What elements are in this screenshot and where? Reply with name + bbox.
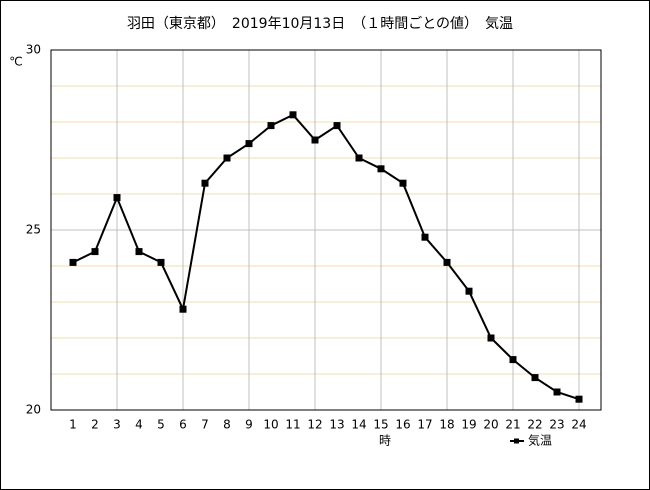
x-tick-label: 3 xyxy=(113,418,121,432)
x-tick-label: 1 xyxy=(69,418,77,432)
x-tick-label: 12 xyxy=(307,418,322,432)
point xyxy=(575,395,583,403)
point xyxy=(399,179,407,187)
point xyxy=(333,122,341,130)
point xyxy=(69,258,77,266)
x-tick-label: 14 xyxy=(351,418,366,432)
legend-marker xyxy=(514,438,519,444)
point xyxy=(531,374,539,382)
point xyxy=(421,233,429,241)
x-tick-label: 13 xyxy=(329,418,344,432)
x-tick-label: 2 xyxy=(91,418,99,432)
x-tick-label: 19 xyxy=(461,418,476,432)
x-tick-label: 17 xyxy=(417,418,432,432)
point xyxy=(267,122,275,130)
point xyxy=(245,140,253,148)
chart-title: 羽田（東京都） 2019年10月13日 （１時間ごとの値） 気温 xyxy=(127,16,513,32)
y-tick-label: 30 xyxy=(26,43,41,57)
point xyxy=(487,334,495,342)
point xyxy=(465,287,473,295)
x-tick-label: 8 xyxy=(223,418,231,432)
point xyxy=(443,258,451,266)
point xyxy=(135,248,143,256)
x-tick-label: 18 xyxy=(439,418,454,432)
x-tick-label: 20 xyxy=(483,418,498,432)
x-axis-label: 時 xyxy=(379,434,391,448)
x-tick-label: 7 xyxy=(201,418,209,432)
x-tick-label: 4 xyxy=(135,418,143,432)
y-tick-label: 20 xyxy=(26,403,41,417)
plot-frame xyxy=(50,49,602,411)
point xyxy=(91,248,99,256)
x-tick-label: 5 xyxy=(157,418,165,432)
x-tick-label: 15 xyxy=(373,418,388,432)
point xyxy=(201,179,209,187)
plot xyxy=(69,111,583,403)
x-tick-label: 11 xyxy=(285,418,300,432)
point xyxy=(377,165,385,173)
point xyxy=(355,154,363,162)
point xyxy=(553,388,561,396)
line xyxy=(72,113,580,401)
point xyxy=(311,136,319,144)
x-tick-label: 21 xyxy=(505,418,520,432)
point xyxy=(223,154,231,162)
point xyxy=(179,305,187,313)
point xyxy=(113,194,121,202)
x-tick-label: 23 xyxy=(549,418,564,432)
x-tick-label: 16 xyxy=(395,418,410,432)
legend-label: 気温 xyxy=(528,433,552,448)
y-axis-label: ℃ xyxy=(9,55,22,69)
point xyxy=(157,258,165,266)
y-tick-label: 25 xyxy=(26,223,41,237)
x-tick-label: 6 xyxy=(179,418,187,432)
point xyxy=(289,111,297,119)
x-tick-label: 9 xyxy=(245,418,253,432)
point xyxy=(509,356,517,364)
x-tick-label: 22 xyxy=(527,418,542,432)
x-tick-label: 24 xyxy=(571,418,586,432)
x-tick-label: 10 xyxy=(263,418,278,432)
